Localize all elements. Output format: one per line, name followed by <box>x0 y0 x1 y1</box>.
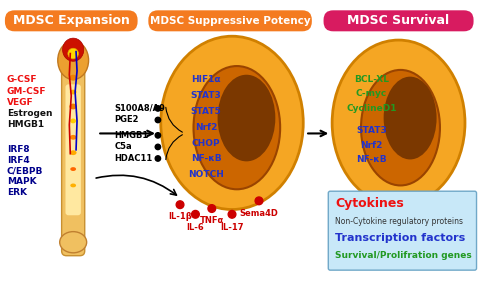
Text: Sema4D: Sema4D <box>240 209 279 218</box>
Text: Nrf2: Nrf2 <box>195 123 217 132</box>
FancyBboxPatch shape <box>322 9 474 32</box>
Text: Non-Cytokine regulatory proteins: Non-Cytokine regulatory proteins <box>335 217 463 226</box>
Ellipse shape <box>384 77 436 160</box>
Ellipse shape <box>194 66 280 189</box>
Ellipse shape <box>70 167 76 171</box>
Circle shape <box>228 211 236 218</box>
Text: IL-1β: IL-1β <box>168 212 192 221</box>
Circle shape <box>155 144 160 150</box>
Text: C5a: C5a <box>114 142 132 151</box>
Ellipse shape <box>70 90 76 95</box>
Text: NF-κB: NF-κB <box>190 155 222 164</box>
Text: VEGF: VEGF <box>7 98 34 107</box>
Circle shape <box>176 201 184 209</box>
Text: MDSC Suppressive Potency: MDSC Suppressive Potency <box>150 16 310 26</box>
Ellipse shape <box>70 75 77 81</box>
Text: STAT3: STAT3 <box>190 91 222 100</box>
Ellipse shape <box>361 70 440 185</box>
Text: TNFα: TNFα <box>200 216 224 225</box>
Circle shape <box>255 197 263 205</box>
Text: IL-17: IL-17 <box>220 223 244 232</box>
Circle shape <box>155 106 160 111</box>
Text: HMGB1: HMGB1 <box>7 120 44 129</box>
Ellipse shape <box>70 104 77 109</box>
Text: HMGB1: HMGB1 <box>114 131 149 140</box>
Text: Estrogen: Estrogen <box>7 109 52 118</box>
Text: IL-6: IL-6 <box>186 223 204 232</box>
Ellipse shape <box>70 150 76 155</box>
FancyBboxPatch shape <box>62 68 84 256</box>
Text: STAT5: STAT5 <box>190 107 222 116</box>
Text: MAPK: MAPK <box>7 177 36 186</box>
Text: Survival/Prolifration genes: Survival/Prolifration genes <box>335 251 472 260</box>
Text: STAT3: STAT3 <box>356 126 387 135</box>
Circle shape <box>208 205 216 212</box>
Text: MDSC Survival: MDSC Survival <box>348 14 450 27</box>
Text: IRF4: IRF4 <box>7 156 30 165</box>
Ellipse shape <box>70 119 76 123</box>
Ellipse shape <box>161 36 304 209</box>
Text: C-myc: C-myc <box>356 90 387 99</box>
Text: CHOP: CHOP <box>192 139 220 148</box>
Text: ERK: ERK <box>7 188 27 197</box>
Circle shape <box>155 117 160 123</box>
FancyBboxPatch shape <box>66 84 81 215</box>
Text: CyclineD1: CyclineD1 <box>346 104 397 113</box>
Text: S100A8/A9: S100A8/A9 <box>114 104 166 113</box>
Text: Nrf2: Nrf2 <box>360 140 383 150</box>
Text: GM-CSF: GM-CSF <box>7 87 46 96</box>
FancyBboxPatch shape <box>4 9 138 32</box>
Text: PGE2: PGE2 <box>114 115 139 124</box>
Text: IRF8: IRF8 <box>7 145 30 154</box>
Text: BCL-XL: BCL-XL <box>354 75 389 84</box>
Text: HIF1α: HIF1α <box>191 75 221 84</box>
Ellipse shape <box>68 48 78 59</box>
Ellipse shape <box>70 184 76 187</box>
Text: C/EBPB: C/EBPB <box>7 166 43 175</box>
Ellipse shape <box>60 232 86 253</box>
Circle shape <box>155 156 160 161</box>
Ellipse shape <box>332 40 465 206</box>
Text: HDAC11: HDAC11 <box>114 154 153 163</box>
Text: NF-κB: NF-κB <box>356 155 387 164</box>
Text: Cytokines: Cytokines <box>335 197 404 210</box>
FancyBboxPatch shape <box>328 191 476 270</box>
Circle shape <box>155 133 160 138</box>
Ellipse shape <box>218 75 276 161</box>
Ellipse shape <box>62 38 84 61</box>
Text: NOTCH: NOTCH <box>188 170 224 179</box>
FancyBboxPatch shape <box>148 9 313 32</box>
Text: G-CSF: G-CSF <box>7 75 38 84</box>
Ellipse shape <box>70 135 76 140</box>
Text: MDSC Expansion: MDSC Expansion <box>13 14 130 27</box>
Text: Transcription factors: Transcription factors <box>335 233 466 243</box>
Ellipse shape <box>58 41 88 79</box>
Circle shape <box>192 211 200 218</box>
